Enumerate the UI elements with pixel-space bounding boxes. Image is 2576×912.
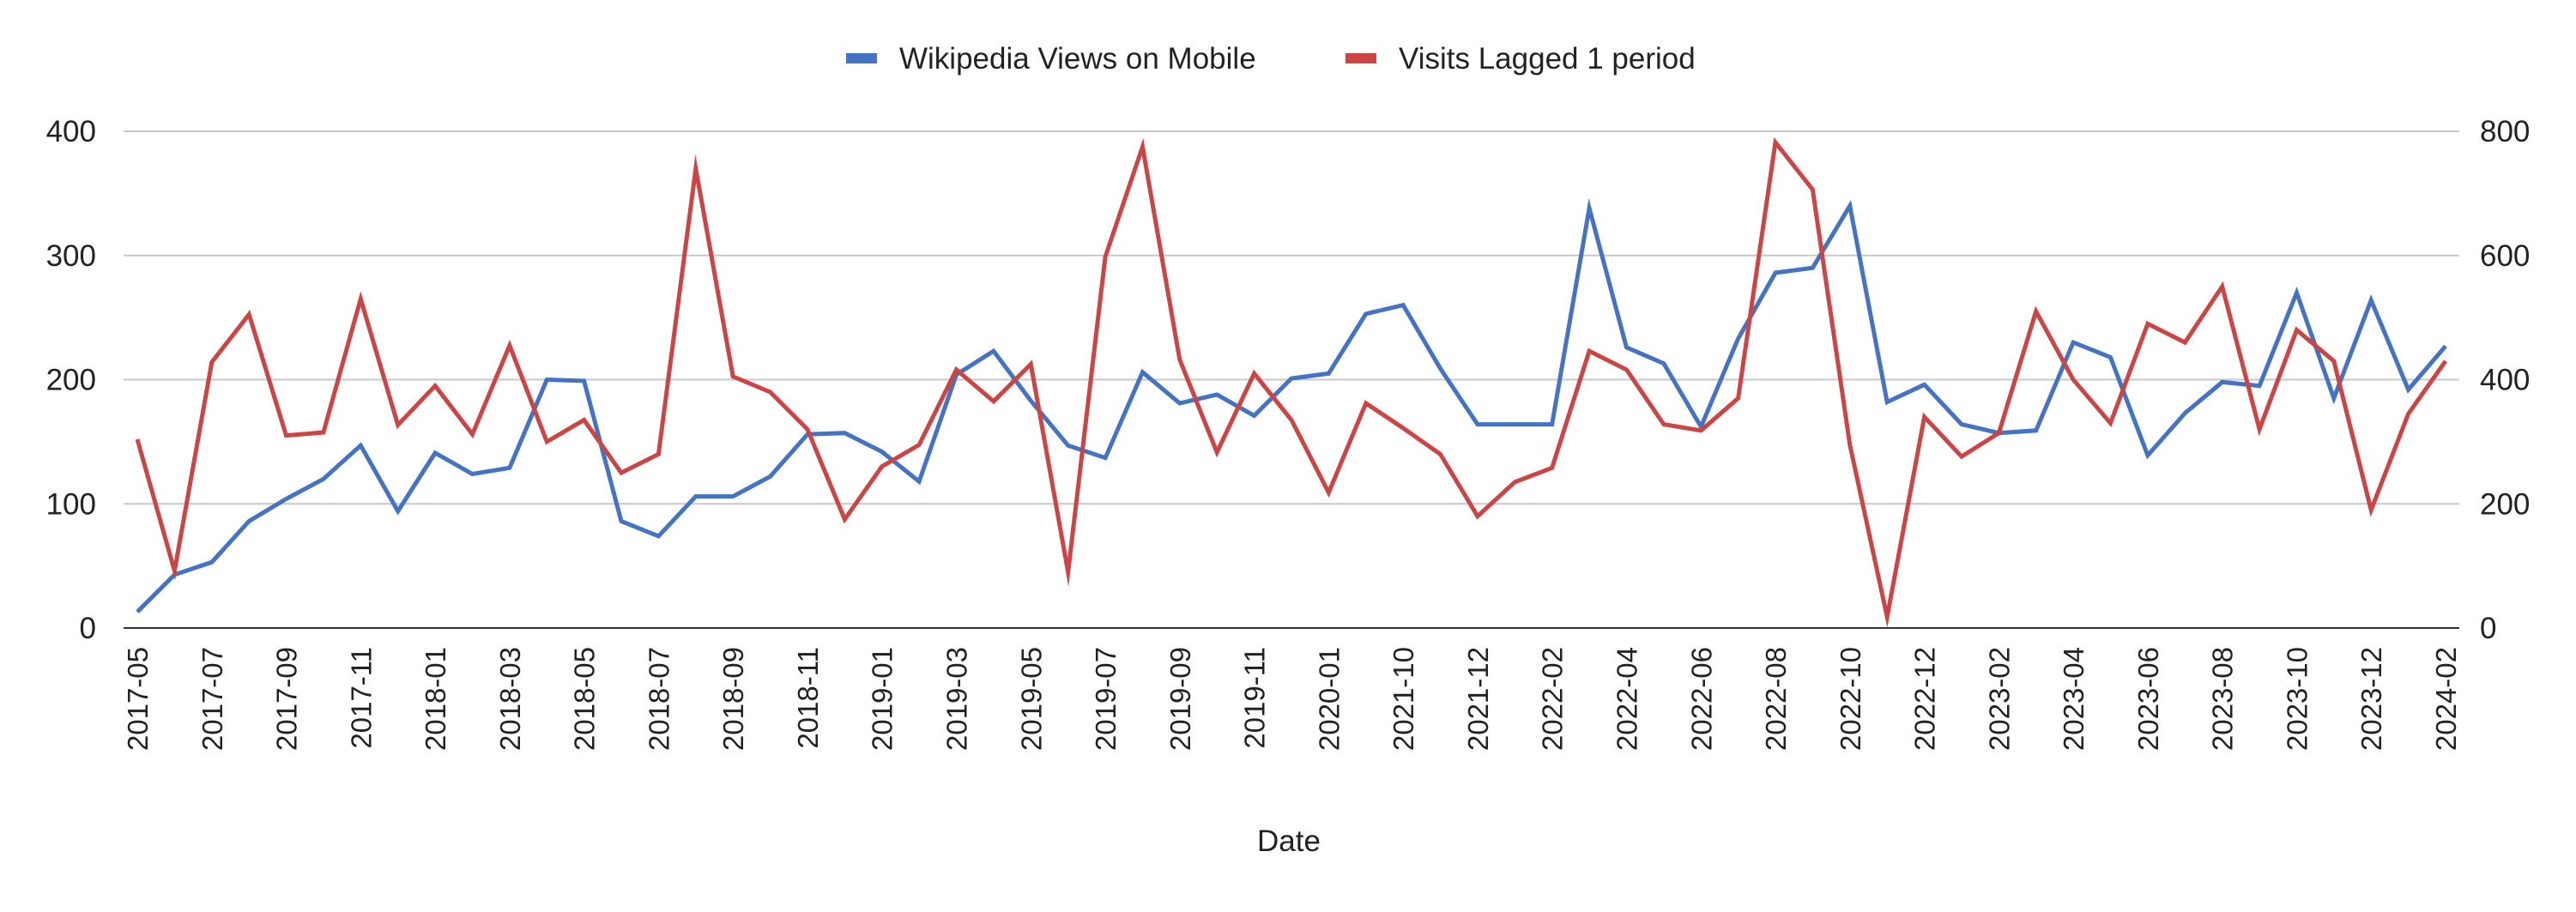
right-axis-tick-label: 0 bbox=[2480, 612, 2496, 645]
left-y-axis: 0 100 200 300 400 bbox=[46, 115, 96, 645]
x-axis-tick-label: 2023-10 bbox=[2281, 647, 2313, 751]
x-axis-tick-label: 2019-03 bbox=[941, 647, 973, 751]
x-axis-tick-label: 2018-01 bbox=[420, 647, 451, 751]
legend-swatch-visits-lagged bbox=[1345, 53, 1376, 63]
x-axis-tick-label: 2019-09 bbox=[1164, 647, 1196, 751]
x-axis-tick-label: 2023-04 bbox=[2058, 647, 2089, 751]
x-axis-tick-label: 2019-11 bbox=[1239, 647, 1271, 749]
x-axis-tick-label: 2022-02 bbox=[1537, 647, 1569, 751]
x-axis-tick-label: 2023-08 bbox=[2207, 647, 2239, 751]
left-axis-tick-label: 300 bbox=[46, 239, 96, 273]
x-axis-tick-label: 2021-10 bbox=[1388, 647, 1419, 751]
x-axis-tick-label: 2019-01 bbox=[867, 647, 898, 751]
left-axis-tick-label: 0 bbox=[80, 612, 96, 645]
right-axis-tick-label: 400 bbox=[2480, 364, 2530, 397]
x-axis-tick-label: 2022-10 bbox=[1835, 647, 1866, 751]
x-axis-title: Date bbox=[1257, 824, 1321, 858]
x-axis-tick-label: 2019-05 bbox=[1015, 647, 1047, 751]
gridlines bbox=[124, 130, 2459, 629]
right-y-axis: 0 200 400 600 800 bbox=[2480, 115, 2530, 645]
legend: Wikipedia Views on Mobile Visits Lagged … bbox=[846, 42, 1696, 75]
legend-label-wikipedia-views: Wikipedia Views on Mobile bbox=[899, 42, 1256, 75]
x-axis-tick-label: 2022-12 bbox=[1909, 647, 1941, 751]
x-axis-tick-label: 2020-01 bbox=[1313, 647, 1345, 751]
x-axis-tick-label: 2017-05 bbox=[122, 647, 154, 751]
x-axis-tick-label: 2018-07 bbox=[643, 647, 674, 751]
x-axis-tick-label: 2018-09 bbox=[717, 647, 749, 751]
x-axis-tick-label: 2021-12 bbox=[1462, 647, 1494, 751]
right-axis-tick-label: 200 bbox=[2480, 487, 2530, 521]
x-axis-tick-label: 2023-12 bbox=[2355, 647, 2387, 751]
legend-label-visits-lagged: Visits Lagged 1 period bbox=[1399, 42, 1696, 75]
left-axis-tick-label: 200 bbox=[46, 364, 96, 397]
left-axis-tick-label: 400 bbox=[46, 115, 96, 148]
x-axis-tick-label: 2022-06 bbox=[1685, 647, 1717, 751]
right-axis-tick-label: 600 bbox=[2480, 239, 2530, 273]
x-axis-tick-label: 2024-02 bbox=[2430, 647, 2462, 751]
x-axis-tick-label: 2017-11 bbox=[345, 647, 377, 749]
x-axis-tick-label: 2023-02 bbox=[1983, 647, 2015, 751]
left-axis-tick-label: 100 bbox=[46, 487, 96, 521]
x-axis: 2017-05 2017-07 2017-09 2017-11 2018-01 2018-… bbox=[122, 647, 2462, 751]
right-axis-tick-label: 800 bbox=[2480, 115, 2530, 148]
x-axis-tick-label: 2018-11 bbox=[792, 647, 824, 749]
x-axis-tick-label: 2018-03 bbox=[494, 647, 526, 751]
legend-swatch-wikipedia-views bbox=[846, 53, 877, 63]
x-axis-tick-label: 2017-09 bbox=[271, 647, 303, 751]
series-line-wikipedia-views-on-mobile bbox=[136, 198, 2447, 613]
x-axis-tick-label: 2022-04 bbox=[1611, 647, 1642, 751]
x-axis-tick-label: 2023-06 bbox=[2132, 647, 2164, 751]
series-layer bbox=[135, 136, 2448, 628]
x-axis-tick-label: 2018-05 bbox=[569, 647, 601, 751]
x-axis-tick-label: 2019-07 bbox=[1090, 647, 1122, 751]
x-axis-tick-label: 2022-08 bbox=[1760, 647, 1792, 751]
series-line-visits-lagged-1-period bbox=[135, 136, 2448, 628]
x-axis-tick-label: 2017-07 bbox=[197, 647, 228, 751]
